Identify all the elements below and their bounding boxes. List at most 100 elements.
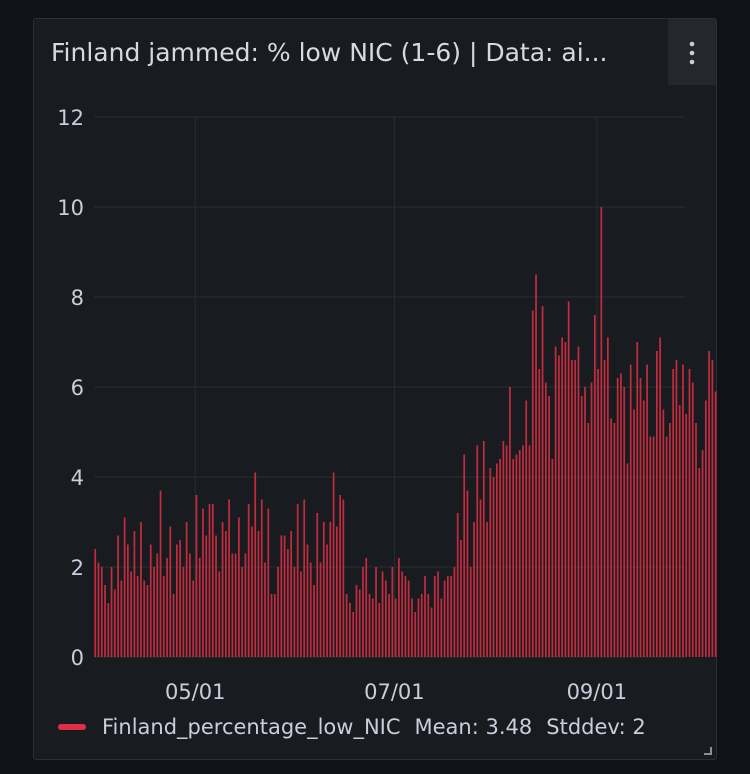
bar[interactable]: [208, 504, 211, 657]
bar[interactable]: [554, 346, 557, 658]
bar[interactable]: [558, 355, 560, 658]
bar[interactable]: [162, 576, 165, 657]
bar[interactable]: [417, 598, 420, 658]
chart-legend[interactable]: Finland_percentage_low_NIC Mean: 3.48 Stdd…: [58, 713, 704, 741]
bar[interactable]: [669, 423, 671, 657]
bar[interactable]: [176, 544, 178, 658]
bar[interactable]: [185, 522, 188, 657]
bar[interactable]: [688, 369, 691, 657]
bar[interactable]: [479, 499, 482, 658]
bar[interactable]: [362, 567, 364, 657]
bar[interactable]: [502, 441, 505, 657]
bar[interactable]: [205, 535, 208, 658]
bar[interactable]: [358, 589, 361, 658]
bar[interactable]: [456, 513, 459, 657]
bar[interactable]: [466, 490, 469, 658]
bar[interactable]: [123, 517, 126, 658]
bar[interactable]: [309, 562, 312, 658]
bar[interactable]: [453, 567, 456, 657]
bar[interactable]: [460, 540, 462, 657]
bar[interactable]: [430, 607, 433, 658]
bar[interactable]: [646, 364, 648, 658]
bar[interactable]: [381, 571, 384, 658]
bar[interactable]: [655, 351, 658, 657]
bar[interactable]: [127, 544, 129, 658]
bar[interactable]: [169, 526, 172, 658]
bar[interactable]: [215, 535, 217, 658]
bar[interactable]: [287, 549, 289, 657]
bar[interactable]: [427, 594, 430, 657]
bar[interactable]: [600, 207, 603, 657]
bar[interactable]: [411, 598, 413, 658]
bar[interactable]: [277, 567, 279, 657]
bar[interactable]: [113, 589, 116, 658]
bar[interactable]: [189, 553, 191, 658]
bar[interactable]: [342, 499, 345, 658]
bar[interactable]: [244, 553, 247, 658]
bar[interactable]: [691, 382, 694, 658]
bar[interactable]: [300, 571, 302, 658]
bar[interactable]: [642, 400, 645, 658]
bar[interactable]: [159, 490, 162, 658]
bar[interactable]: [518, 450, 521, 657]
bar[interactable]: [153, 567, 155, 657]
bar[interactable]: [267, 508, 270, 658]
bar[interactable]: [97, 562, 100, 658]
bar[interactable]: [120, 580, 123, 658]
bar[interactable]: [231, 553, 234, 658]
bar[interactable]: [94, 549, 97, 657]
bar[interactable]: [450, 576, 452, 657]
bar[interactable]: [280, 535, 283, 658]
bar[interactable]: [228, 499, 230, 658]
bar[interactable]: [117, 535, 119, 658]
bar[interactable]: [486, 522, 488, 657]
bar[interactable]: [322, 522, 325, 657]
bar[interactable]: [218, 571, 221, 658]
bar[interactable]: [708, 351, 710, 657]
bar[interactable]: [182, 567, 185, 657]
bar[interactable]: [613, 423, 616, 657]
bar[interactable]: [649, 436, 652, 658]
bar[interactable]: [378, 603, 381, 657]
bar[interactable]: [251, 526, 253, 658]
bar[interactable]: [273, 594, 276, 657]
bar[interactable]: [541, 306, 544, 657]
bar[interactable]: [512, 459, 515, 657]
bar[interactable]: [698, 468, 701, 657]
bar[interactable]: [482, 441, 485, 657]
bar[interactable]: [166, 558, 168, 657]
bar[interactable]: [443, 580, 446, 658]
panel-menu-button[interactable]: [668, 19, 716, 85]
bar[interactable]: [107, 603, 110, 657]
bar[interactable]: [476, 445, 479, 658]
bar[interactable]: [675, 360, 678, 657]
bar[interactable]: [509, 387, 511, 657]
bar[interactable]: [662, 409, 665, 658]
bar[interactable]: [603, 360, 606, 657]
bar[interactable]: [192, 580, 195, 658]
bar[interactable]: [339, 495, 341, 657]
bar[interactable]: [538, 369, 541, 657]
bar[interactable]: [352, 612, 355, 657]
bar[interactable]: [593, 315, 596, 657]
bar[interactable]: [639, 378, 642, 657]
bar[interactable]: [447, 576, 449, 657]
bar[interactable]: [332, 472, 335, 658]
bar[interactable]: [440, 598, 443, 658]
bar[interactable]: [247, 504, 250, 657]
bar[interactable]: [375, 567, 377, 657]
bar[interactable]: [564, 342, 567, 657]
bar[interactable]: [610, 418, 612, 658]
bar[interactable]: [590, 382, 593, 658]
bar[interactable]: [290, 531, 292, 657]
bar[interactable]: [711, 360, 714, 657]
bar[interactable]: [136, 576, 139, 657]
bar[interactable]: [695, 423, 697, 657]
bar[interactable]: [401, 571, 404, 658]
bar[interactable]: [110, 567, 113, 657]
bar[interactable]: [636, 342, 639, 657]
bar[interactable]: [303, 499, 306, 658]
bar[interactable]: [469, 567, 472, 657]
bar[interactable]: [580, 396, 583, 657]
bar[interactable]: [355, 585, 358, 657]
